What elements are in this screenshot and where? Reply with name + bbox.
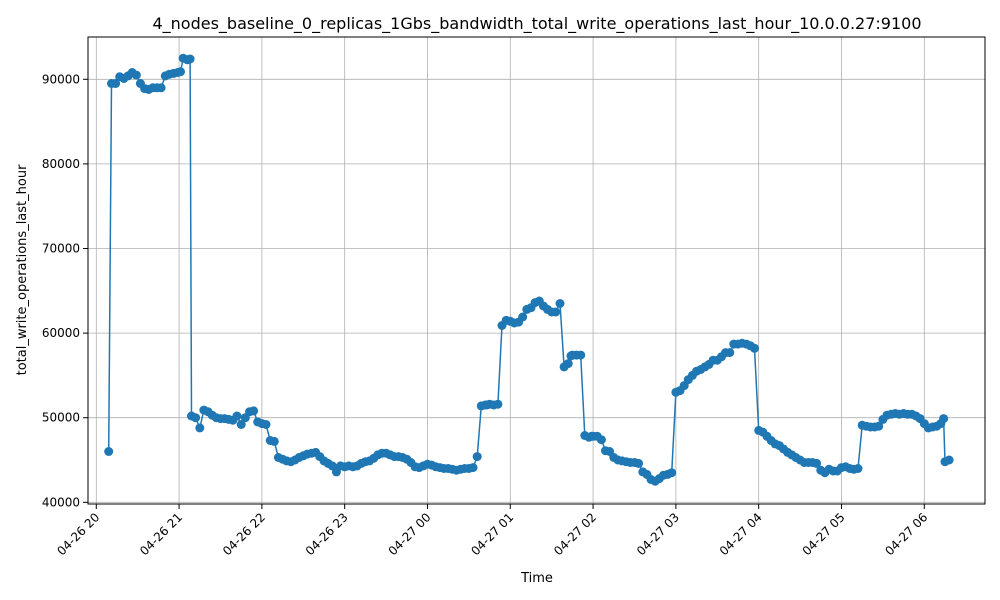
data-point	[131, 70, 141, 80]
data-point	[634, 458, 644, 468]
x-tick-label: 04-27 05	[800, 510, 848, 558]
data-point	[236, 420, 246, 429]
data-point	[261, 420, 271, 429]
x-tick-label: 04-26 21	[137, 510, 185, 558]
x-tick-label: 04-26 22	[220, 510, 268, 558]
data-point	[111, 79, 121, 88]
y-tick-label: 60000	[42, 326, 80, 340]
data-point	[468, 463, 478, 473]
data-point	[853, 464, 863, 473]
data-point	[874, 421, 884, 431]
data-point	[104, 447, 114, 456]
data-point	[555, 299, 565, 308]
x-tick-label: 04-27 06	[882, 510, 930, 558]
data-point	[185, 54, 195, 64]
y-tick-label: 70000	[42, 242, 80, 256]
data-point	[156, 83, 166, 93]
x-tick-label: 04-26 20	[54, 510, 102, 558]
data-point	[939, 414, 949, 424]
data-point	[750, 343, 759, 353]
y-axis: 40000 50000 60000 70000 80000 90000	[42, 72, 88, 509]
data-point	[472, 452, 482, 462]
x-tick-label: 04-27 04	[717, 510, 765, 558]
y-axis-label: total_write_operations_last_hour	[15, 164, 30, 375]
series-layer	[104, 53, 954, 486]
data-point	[563, 359, 573, 369]
x-axis: 04-26 20 04-26 21 04-26 22 04-26 23 04-27 00…	[54, 504, 930, 558]
y-tick-label: 90000	[42, 72, 80, 86]
x-tick-label: 04-27 00	[386, 510, 434, 558]
data-point	[232, 411, 242, 421]
data-point	[249, 406, 259, 416]
y-tick-label: 40000	[42, 495, 80, 509]
data-point	[195, 423, 205, 433]
data-point	[576, 350, 586, 360]
x-tick-label: 04-27 03	[634, 510, 682, 558]
x-tick-label: 04-26 23	[303, 510, 351, 558]
x-tick-label: 04-27 01	[468, 510, 516, 558]
y-tick-label: 80000	[42, 157, 80, 171]
data-point	[812, 458, 822, 468]
data-point	[191, 413, 201, 423]
data-point	[269, 436, 279, 446]
y-tick-label: 50000	[42, 411, 80, 425]
data-point	[944, 455, 954, 465]
grid-lines	[88, 37, 985, 504]
chart-title: 4_nodes_baseline_0_replicas_1Gbs_bandwid…	[152, 14, 921, 34]
data-point	[667, 468, 677, 478]
data-point	[493, 399, 503, 409]
data-point	[596, 435, 606, 445]
x-axis-label: Time	[520, 571, 553, 586]
data-point	[725, 348, 735, 358]
data-point	[551, 307, 561, 317]
x-tick-label: 04-27 02	[551, 510, 599, 558]
plot-frame	[87, 36, 986, 505]
data-point	[176, 67, 185, 77]
data-point	[518, 312, 528, 322]
